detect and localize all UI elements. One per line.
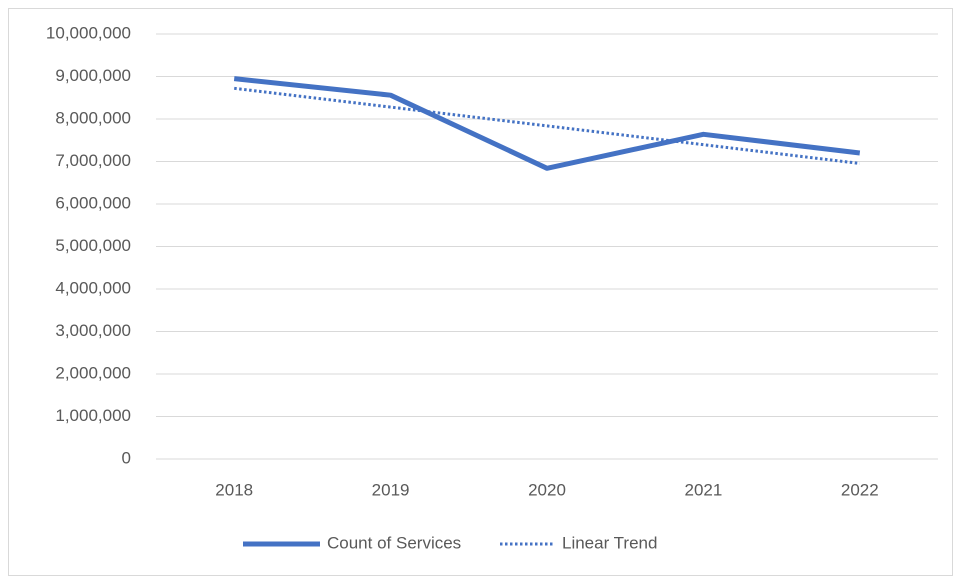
y-tick-label: 4,000,000: [55, 278, 131, 297]
chart-frame: [8, 8, 953, 576]
legend-label: Linear Trend: [562, 533, 657, 552]
y-tick-label: 3,000,000: [55, 321, 131, 340]
y-tick-label: 1,000,000: [55, 406, 131, 425]
y-tick-label: 10,000,000: [46, 23, 131, 42]
series-line: [234, 86, 860, 165]
y-tick-label: 9,000,000: [55, 66, 131, 85]
series-line: [233, 76, 861, 171]
y-tick-label: 7,000,000: [55, 151, 131, 170]
y-tick-label: 0: [122, 448, 131, 467]
x-tick-label: 2022: [841, 480, 879, 499]
x-tick-label: 2018: [215, 480, 253, 499]
y-tick-label: 6,000,000: [55, 193, 131, 212]
x-tick-label: 2020: [528, 480, 566, 499]
y-tick-label: 2,000,000: [55, 363, 131, 382]
x-tick-label: 2021: [684, 480, 722, 499]
x-tick-label: 2019: [372, 480, 410, 499]
y-tick-label: 5,000,000: [55, 236, 131, 255]
legend-label: Count of Services: [327, 533, 461, 552]
y-tick-label: 8,000,000: [55, 108, 131, 127]
